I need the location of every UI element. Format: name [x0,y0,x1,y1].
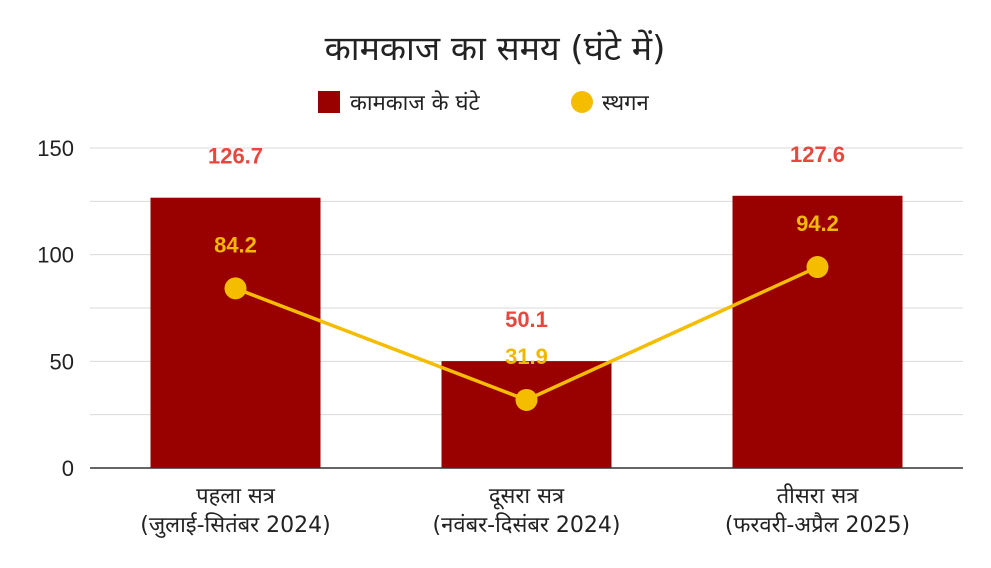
line-point [806,256,829,279]
y-tick-label: 0 [62,456,74,481]
y-tick-label: 100 [37,243,74,268]
y-tick-label: 150 [37,136,74,161]
data-labels: 126.7 50.1 127.6 84.2 31.9 94.2 [208,142,845,369]
bar-data-label: 126.7 [208,144,263,169]
bar [150,197,321,468]
x-category-label: पहला सत्र [196,484,276,509]
x-category-label: दूसरा सत्र [489,484,565,510]
line-data-label: 94.2 [796,211,839,236]
line-point [224,277,247,300]
line-data-label: 31.9 [505,344,548,369]
x-category-label: (जुलाई-सितंबर 2024) [140,512,331,538]
x-category-label: (नवंबर-दिसंबर 2024) [433,512,621,538]
x-axis-categories: पहला सत्र (जुलाई-सितंबर 2024) दूसरा सत्र(न… [140,483,910,538]
legend-bar-label: कामकाज के घंटे [350,90,481,116]
legend-bar-swatch [318,91,340,113]
legend-line-label: स्थगन [602,91,650,116]
bar [732,195,903,468]
y-tick-label: 50 [50,349,74,374]
bar-data-label: 127.6 [790,142,845,167]
bar-data-label: 50.1 [505,307,548,332]
bars [150,195,903,468]
line-series [224,256,829,411]
legend: कामकाज के घंटे स्थगन [318,90,650,116]
legend-line-swatch [571,91,593,113]
line-point [515,388,538,411]
x-category-label: तीसरा सत्र [777,483,860,509]
line-data-label: 84.2 [214,232,257,257]
x-category-label: (फरवरी-अप्रैल 2025) [725,512,910,538]
chart-title: कामकाज का समय (घंटे में) [325,29,666,69]
y-axis-ticks: 0 50 100 150 [37,136,74,481]
